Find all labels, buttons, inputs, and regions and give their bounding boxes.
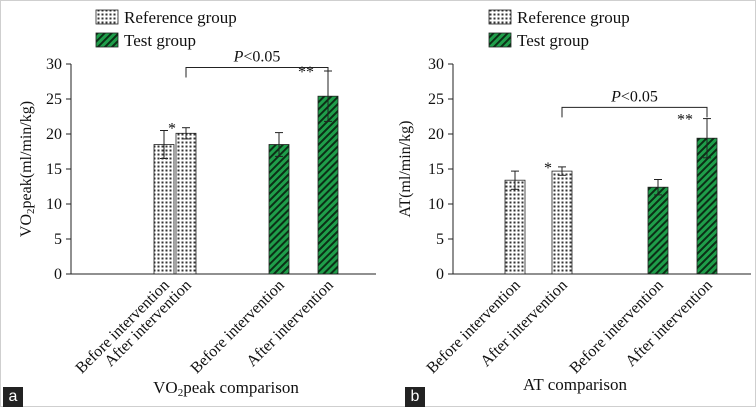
panel-b: 0 5 10 15 20 25 30 AT(ml/min/kg) Before interven… — [397, 8, 751, 394]
bar-test-3 — [696, 137, 718, 275]
y-tick-label: 25 — [46, 91, 62, 108]
legend-label-reference: Reference group — [517, 8, 630, 27]
legend-swatch-test — [488, 32, 512, 48]
x-tick-label: Before intervention — [73, 277, 173, 377]
legend-swatch-reference — [488, 9, 512, 25]
bar-reference-0 — [504, 179, 526, 275]
legend-label-test: Test group — [517, 31, 589, 50]
y-tick-label: 5 — [436, 231, 444, 248]
y-tick-label: 5 — [54, 231, 62, 248]
p-value-label: P<0.05 — [233, 49, 281, 66]
y-tick-label: 10 — [428, 196, 444, 213]
y-tick-label: 0 — [436, 266, 444, 283]
y-tick-label: 20 — [46, 126, 62, 143]
legend-label-reference: Reference group — [124, 8, 237, 27]
y-tick-label: 30 — [46, 56, 62, 73]
panel-label-a: a — [3, 387, 23, 407]
y-tick-label: 0 — [54, 266, 62, 283]
bar-test-2 — [647, 186, 669, 275]
panel-label-b: b — [405, 387, 425, 407]
p-value-label: P<0.05 — [610, 88, 658, 105]
panel-a: 0 5 10 15 20 25 30 VO2peak(ml/min/kg) Before int… — [18, 8, 376, 399]
y-axis-label: AT(ml/min/kg) — [397, 121, 414, 218]
x-tick-label: After intervention — [477, 277, 570, 370]
bar-reference-1 — [551, 170, 573, 275]
bar-reference-1 — [175, 132, 197, 275]
bar-test-2 — [268, 144, 290, 275]
p-value-bracket — [561, 106, 708, 118]
y-tick-label: 10 — [46, 196, 62, 213]
significance-marker: * — [544, 160, 552, 177]
legend-swatch-test — [95, 32, 119, 48]
panel-caption: AT comparison — [523, 375, 628, 394]
bar-reference-0 — [153, 144, 175, 275]
y-tick-label: 25 — [428, 91, 444, 108]
bar-test-3 — [317, 95, 339, 275]
y-axis-label: VO2peak(ml/min/kg) — [18, 101, 37, 237]
legend-swatch-reference — [95, 9, 119, 25]
panel-caption: VO2peak comparison — [153, 378, 299, 399]
significance-marker: * — [168, 121, 176, 138]
significance-marker: ** — [298, 64, 314, 81]
x-tick-label: Before intervention — [567, 277, 667, 377]
y-tick-label: 15 — [428, 161, 444, 178]
y-tick-label: 30 — [428, 56, 444, 73]
significance-marker: ** — [677, 112, 693, 129]
y-tick-label: 15 — [46, 161, 62, 178]
y-tick-label: 20 — [428, 126, 444, 143]
legend-label-test: Test group — [124, 31, 196, 50]
p-value-bracket — [185, 67, 329, 78]
x-tick-label: After intervention — [622, 277, 715, 370]
x-tick-label: Before intervention — [188, 277, 288, 377]
x-tick-label: After intervention — [243, 277, 336, 370]
